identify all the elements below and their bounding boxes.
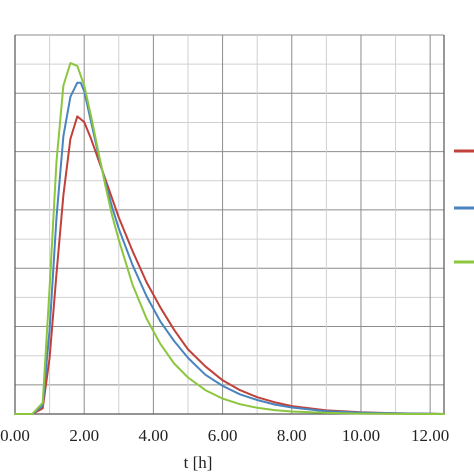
legend (454, 149, 474, 264)
x-tick-label: 4.00 (139, 426, 169, 445)
x-tick-label: 0.00 (0, 426, 30, 445)
x-tick-labels: 0.00 2.00 4.00 6.00 8.00 10.00 12.00 (0, 426, 449, 445)
x-axis-title: t [h] (184, 453, 213, 472)
series-lines (14, 62, 445, 415)
x-tick-label: 10.00 (342, 426, 380, 445)
x-tick-label: 8.00 (277, 426, 307, 445)
series-line-2 (14, 81, 445, 415)
x-tick-label: 2.00 (69, 426, 99, 445)
x-tick-label: 6.00 (208, 426, 238, 445)
series-line-3 (14, 62, 445, 415)
series-line-1 (14, 115, 445, 415)
x-tick-label: 12.00 (411, 426, 449, 445)
